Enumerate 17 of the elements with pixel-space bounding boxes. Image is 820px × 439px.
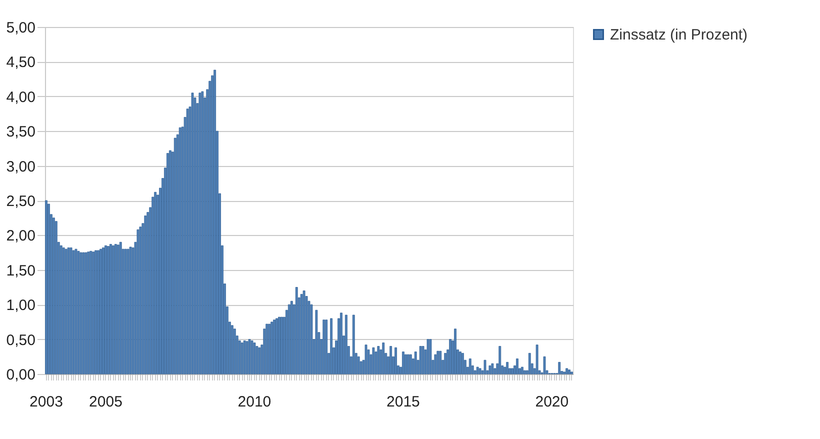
y-tick-label: 2,00 (6, 228, 36, 245)
x-tick-label: 2005 (89, 394, 122, 410)
y-tick-label: 4,50 (6, 54, 36, 72)
x-tick-label: 2003 (30, 394, 63, 410)
legend-label: Zinssatz (in Prozent) (610, 26, 748, 44)
y-tick-label: 0,00 (6, 366, 36, 384)
x-tick-label: 2020 (535, 394, 569, 410)
y-tick-label: 1,00 (6, 297, 36, 314)
x-tick-label: 2015 (386, 394, 420, 410)
y-tick-label: 4,00 (6, 88, 36, 106)
y-tick-label: 5,00 (6, 20, 36, 36)
y-tick-label: 3,50 (6, 124, 36, 141)
x-tick-label: 2010 (238, 394, 272, 410)
y-tick-label: 1,50 (6, 262, 36, 280)
y-tick-label: 3,00 (6, 158, 36, 176)
y-tick-label: 2,50 (6, 193, 36, 210)
y-tick-label: 0,50 (6, 332, 36, 349)
